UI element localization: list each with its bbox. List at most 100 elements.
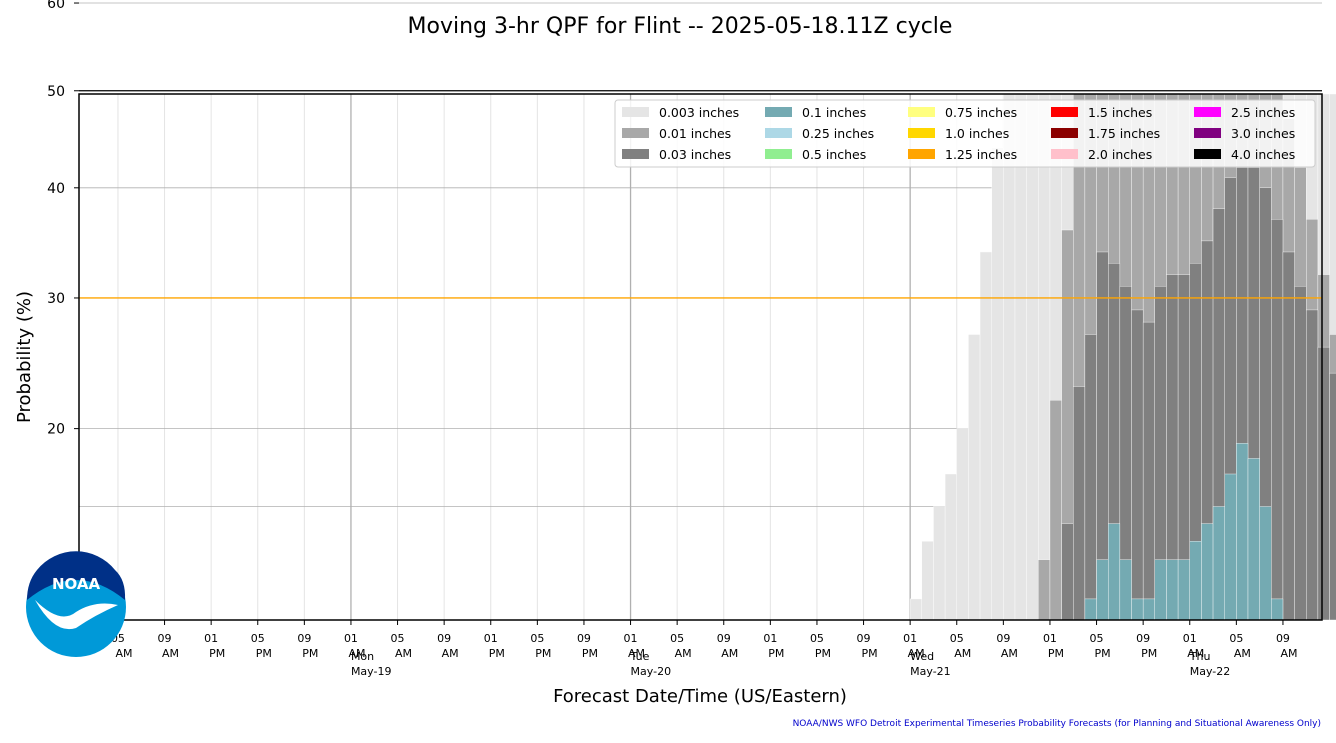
x-tick-label: AM [1234,647,1251,660]
legend-swatch [765,107,792,117]
x-tick-label: 01 [903,632,917,645]
legend-label: 1.0 inches [945,126,1009,141]
x-tick-label: AM [115,647,132,660]
x-tick-label: AM [442,647,459,660]
legend-label: 2.0 inches [1088,147,1152,162]
x-tick-date: May-19 [351,665,392,678]
x-tick-date: May-20 [631,665,672,678]
bar [1049,400,1062,621]
legend-label: 0.03 inches [659,147,731,162]
legend-label: 0.1 inches [802,105,866,120]
legend-swatch [908,128,935,138]
x-tick-label: 01 [204,632,218,645]
bar [1259,506,1272,621]
legend-swatch [622,128,649,138]
x-tick-label: 01 [1183,632,1197,645]
x-tick-label: AM [1280,647,1297,660]
x-tick-label: AM [348,647,365,660]
x-tick-label: 09 [437,632,451,645]
bar [1317,346,1330,621]
x-tick-label: AM [628,647,645,660]
y-tick-label: 30 [47,291,65,307]
x-tick-label: AM [395,647,412,660]
legend-label: 1.75 inches [1088,126,1160,141]
bar [1201,523,1214,621]
credit-text: NOAA/NWS WFO Detroit Experimental Timese… [793,719,1321,729]
x-tick-label: 05 [950,632,964,645]
y-axis-ticks: 2030405060708090 [47,0,79,438]
x-tick-label: 01 [1043,632,1057,645]
x-tick-label: 09 [717,632,731,645]
y-tick-label: 40 [47,181,65,197]
x-tick-label: 09 [297,632,311,645]
x-tick-label: PM [1094,647,1110,660]
bar [1189,541,1202,621]
x-tick-label: PM [1048,647,1064,660]
bar [1084,334,1097,621]
bar [1271,598,1284,621]
x-tick-label: AM [954,647,971,660]
bar [1061,523,1074,621]
x-tick-label: 09 [857,632,871,645]
bar [1038,559,1051,621]
bar [1014,93,1027,621]
y-tick-label: 50 [47,84,65,100]
bar [968,334,981,621]
bar [1224,473,1237,621]
x-tick-label: PM [768,647,784,660]
x-tick-day: Mon [351,650,374,663]
bar [1306,309,1319,621]
legend-label: 3.0 inches [1231,126,1295,141]
legend-swatch [1051,107,1078,117]
x-tick-label: 09 [577,632,591,645]
bar [991,147,1004,621]
bar [1236,443,1249,621]
series-0-1-inches [1084,443,1284,621]
y-tick-label: 20 [47,422,65,438]
chart-title: Moving 3-hr QPF for Flint -- 2025-05-18.… [408,14,953,39]
bar [1329,372,1336,621]
x-tick-label: PM [302,647,318,660]
y-axis-label: Probability (%) [14,291,35,423]
bar [1131,309,1144,621]
bar [909,598,923,621]
plot-frame [78,93,1323,621]
x-tick-label: PM [1141,647,1157,660]
x-tick-label: 01 [484,632,498,645]
x-tick-label: 09 [1276,632,1290,645]
bar [1107,523,1121,621]
bar [1212,506,1225,621]
x-tick-label: AM [162,647,179,660]
bar [1073,386,1086,621]
legend-swatch [622,107,649,117]
x-tick-label: 05 [1090,632,1104,645]
legend-label: 4.0 inches [1231,147,1295,162]
legend-swatch [1194,149,1221,159]
x-tick-label: 05 [391,632,405,645]
x-tick-date: May-22 [1190,665,1231,678]
x-tick-label: 01 [763,632,777,645]
x-tick-label: PM [582,647,598,660]
x-tick-label: 09 [996,632,1010,645]
bar [933,506,946,621]
bar [1247,458,1260,621]
noaa-logo: NOAA [26,551,126,657]
series-0-03-inches [1061,167,1336,621]
legend-label: 0.25 inches [802,126,874,141]
legend-swatch [908,107,935,117]
x-tick-label: PM [209,647,225,660]
x-tick-label: PM [815,647,831,660]
legend-label: 1.5 inches [1088,105,1152,120]
bar [1096,559,1109,621]
bar [1119,559,1132,621]
x-tick-label: 05 [530,632,544,645]
bar [1154,559,1167,621]
bar [1026,93,1039,621]
legend-label: 0.75 inches [945,105,1017,120]
x-tick-date: May-21 [910,665,951,678]
x-tick-label: 01 [624,632,638,645]
bar [1131,598,1144,621]
legend-swatch [1194,107,1221,117]
x-tick-label: 09 [1136,632,1150,645]
bar [1282,251,1295,621]
